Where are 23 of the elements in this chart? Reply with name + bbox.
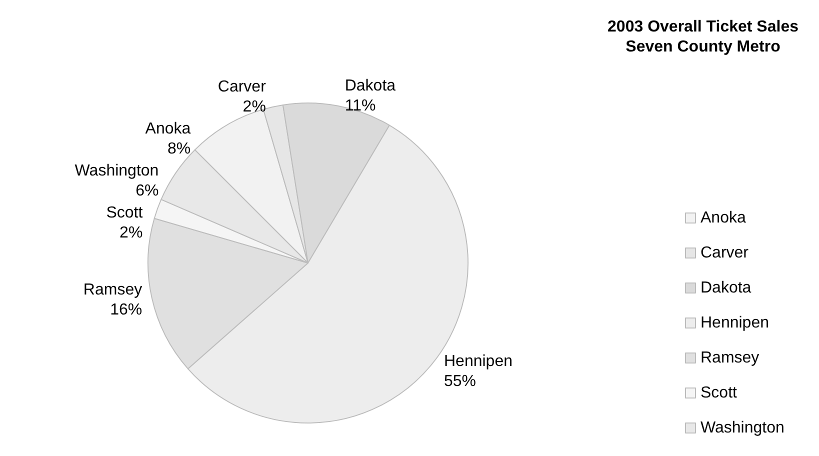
- data-label: 55%: [444, 372, 476, 390]
- slice-label: Scott: [106, 204, 144, 222]
- legend-label: Anoka: [700, 210, 746, 226]
- legend-label: Washington: [700, 420, 784, 436]
- data-label: 16%: [110, 302, 142, 319]
- legend-label: Dakota: [700, 280, 752, 296]
- legend-label: Ramsey: [700, 350, 760, 366]
- data-label: 2%: [120, 224, 143, 242]
- legend-label: Carver: [700, 244, 750, 262]
- slice-label: Ramsey: [83, 282, 142, 299]
- data-label: 6%: [136, 182, 159, 200]
- data-label: 2%: [242, 98, 266, 116]
- chart-subtitle: Seven County Metro: [626, 38, 781, 56]
- slice-label: Dakota: [344, 78, 396, 95]
- chart-title: 2003 Overall Ticket Sales: [608, 18, 799, 36]
- slice-label: Washington: [74, 162, 159, 180]
- slice-label: Carver: [218, 78, 267, 96]
- legend-label: Scott: [700, 384, 738, 402]
- slice-label: Anoka: [145, 120, 191, 138]
- data-label: 8%: [168, 140, 191, 158]
- slice-label: Hennipen: [444, 352, 512, 370]
- legend-label: Hennipen: [700, 314, 769, 332]
- data-label: 11%: [344, 98, 376, 115]
